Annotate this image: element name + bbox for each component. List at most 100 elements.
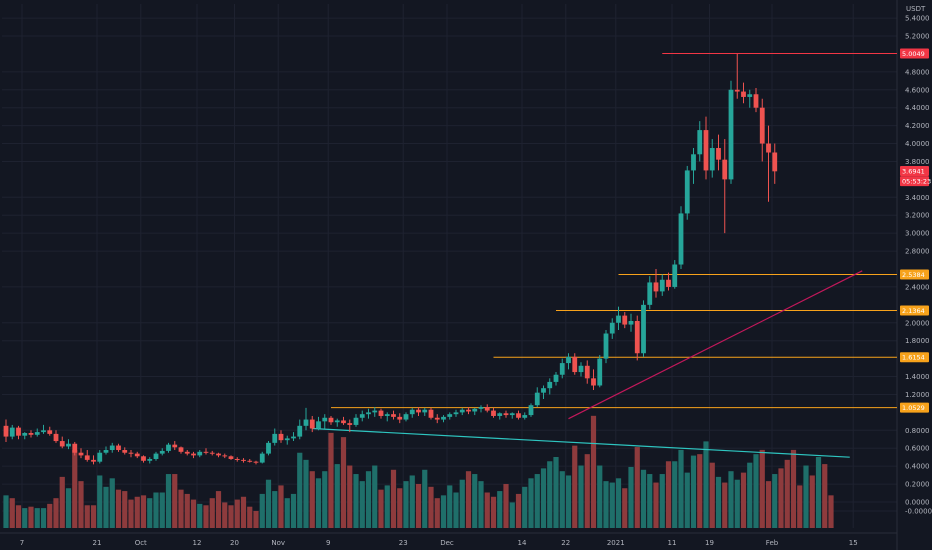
candle-body [559, 363, 565, 375]
y-tick-label: 0.0000 [905, 499, 930, 507]
volume-bar [22, 508, 28, 528]
volume-bar [622, 488, 628, 528]
volume-bar [628, 466, 634, 528]
candle-body [91, 459, 96, 462]
candle-body [741, 91, 746, 97]
volume-bar [440, 495, 447, 528]
candle-body [572, 356, 578, 373]
candle-body [272, 433, 278, 443]
candle-body [259, 453, 265, 463]
candle-body [566, 356, 571, 364]
candle-body [622, 315, 628, 325]
price-axis[interactable]: USDT 5.4000 5.2000 4.8000 4.6000 4.4000 4.200… [905, 5, 932, 515]
candle-body [634, 320, 640, 354]
volume-bar [509, 502, 515, 528]
volume-bar [247, 506, 253, 528]
horizontal-levels [331, 52, 897, 409]
y-tick-label: 4.2000 [905, 122, 930, 130]
candle-body [666, 279, 671, 287]
volume-bar [778, 468, 784, 528]
candle-body [403, 414, 409, 420]
volume-bar [684, 472, 690, 528]
candle-body [553, 374, 559, 382]
candle-body [197, 451, 203, 456]
volume-bar [828, 495, 834, 528]
volume-bar [172, 474, 178, 528]
candle-body [534, 392, 540, 406]
candle-body [603, 333, 609, 359]
x-tick-label: 22 [561, 539, 570, 547]
volume-bar [59, 476, 65, 528]
volume-bar [503, 483, 509, 528]
volume-bar [572, 445, 578, 528]
candle-body [378, 410, 384, 416]
candle-body [3, 425, 9, 437]
candle-body [584, 365, 590, 379]
candle-body [597, 358, 603, 386]
volume-bar [228, 505, 234, 528]
volume-bar [334, 464, 340, 528]
candle-body [753, 94, 759, 108]
candle-body [53, 433, 59, 442]
volume-bar [347, 465, 353, 528]
last-price-tag: 3.6941 [900, 165, 929, 176]
level-tag-bg [900, 352, 929, 363]
candle-body [409, 409, 415, 415]
candle-body [228, 456, 234, 459]
candle-body [84, 455, 90, 460]
volume-bar [803, 465, 809, 528]
candle-body [166, 444, 171, 451]
level-tag-text: 1.0529 [902, 404, 925, 412]
y-tick-label: 5.4000 [905, 15, 930, 23]
volume-bar [222, 502, 228, 528]
volume-bar [165, 474, 172, 528]
level-tag-bg [900, 305, 929, 316]
candle-body [191, 453, 196, 456]
candle-body [684, 170, 690, 214]
candle-body [309, 419, 315, 429]
x-tick-label: Nov [271, 539, 285, 547]
volume-bar [497, 491, 503, 528]
volume-bar [584, 454, 590, 528]
volume-bar [522, 486, 528, 528]
level-tag-bg [900, 402, 929, 413]
level-tag-text: 1.6154 [902, 354, 925, 362]
candle-body [134, 453, 140, 457]
price-tags: 5.0049 2.5384 2.1364 1.6154 1.0529 3.6941 05:5… [900, 48, 931, 413]
volume-bar [465, 471, 472, 528]
countdown-tag: 05:53:23 [900, 176, 931, 187]
candle-body [541, 388, 546, 393]
candle-body [659, 279, 665, 292]
candle-body [653, 282, 659, 292]
volume-bar [772, 474, 778, 528]
candle-body [159, 450, 165, 454]
time-axis[interactable]: 7 21 Oct 12 20 Nov 9 23 Dec 14 22 2021 11 19 Feb 15 [20, 539, 858, 547]
volume-bar [259, 493, 265, 528]
volume-bar [397, 488, 403, 528]
volume-bar [190, 499, 197, 528]
candle-body [428, 409, 434, 418]
volume-bar [122, 491, 128, 528]
y-tick-label: 2.4000 [905, 283, 930, 291]
volume-bar [453, 492, 459, 528]
volume-bar [403, 481, 409, 528]
volume-bars [3, 415, 834, 528]
candle-body [547, 381, 553, 389]
candle-body [34, 432, 40, 435]
volume-bar [609, 482, 615, 528]
candle-body [122, 450, 128, 453]
y-tick-label: 4.8000 [905, 68, 930, 76]
volume-bar [34, 508, 40, 528]
candles [3, 53, 778, 465]
volume-bar [134, 496, 140, 528]
y-tick-label: 0.2000 [905, 481, 930, 489]
level-tag: 5.0049 [900, 48, 929, 59]
candle-body [516, 413, 521, 418]
candle-body [153, 453, 159, 459]
candle-body [72, 443, 78, 453]
level-tag-text: 2.5384 [902, 271, 925, 279]
volume-bar [428, 486, 434, 528]
volume-bar [340, 437, 347, 528]
